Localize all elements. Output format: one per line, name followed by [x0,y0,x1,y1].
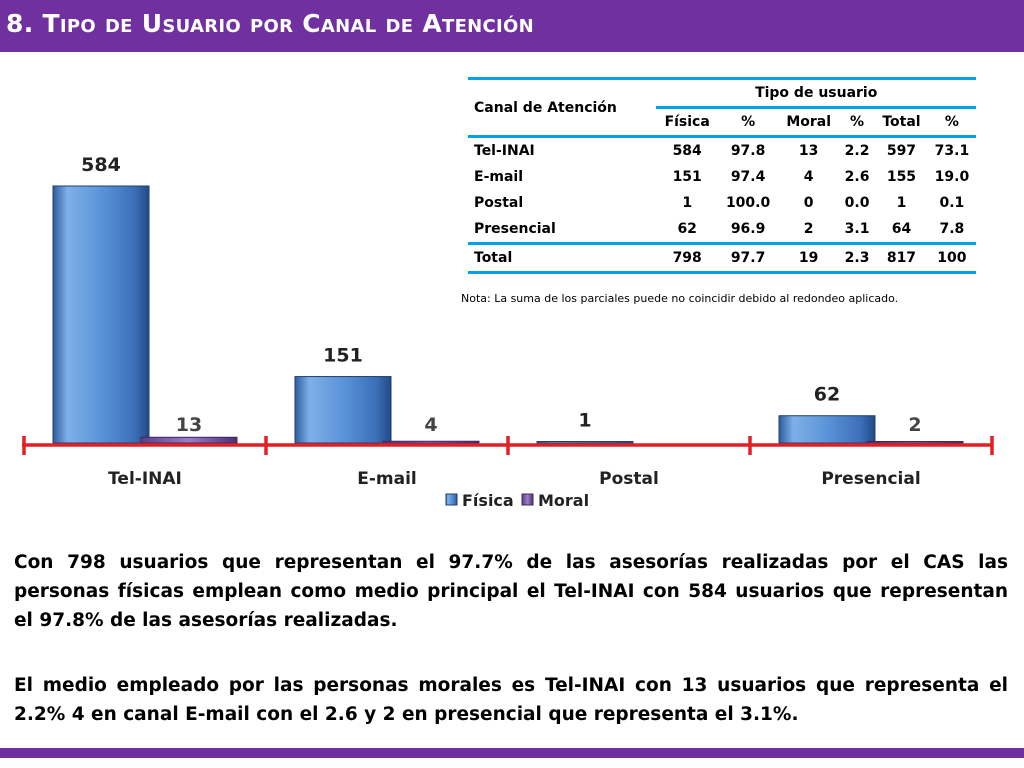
table-cell: 19.0 [934,169,970,185]
table-col-total-pct: % [927,106,976,137]
legend-label-fisica: Física [462,491,514,510]
page-title: 8. Tipo de Usuario por Canal de Atención [6,9,535,38]
table-row: Presencial 62 96.9 2 3.1 64 7.8 [468,216,976,244]
table-cell: 7.8 [939,221,965,237]
summary-paragraph-2: El medio empleado por las personas moral… [14,675,1008,725]
table-col-total: Total [875,106,928,137]
table-cell: 97.8 [730,143,766,159]
bar-moral-0 [140,436,238,444]
table-note: Nota: La suma de los parciales puede no … [461,292,899,305]
table-cell: 597 [886,143,917,159]
table-row: Postal 1 100.0 0 0.0 1 0.1 [468,190,976,216]
bar-fisica-1 [294,376,392,444]
table-cell: 96.9 [730,221,766,237]
table-cell: 73.1 [934,143,970,159]
table-total-row: Total 798 97.7 19 2.3 817 100 [468,243,976,273]
table-cell: 798 [672,250,702,266]
table-cell: 13 [798,143,819,159]
table-cell: 0.1 [939,195,965,211]
bar-chart: 58413Tel-INAI1514E-mail1Postal622Presenc… [22,154,994,510]
summary-paragraph-1: Con 798 usuarios que representan el 97.7… [14,552,1008,631]
table-header-tipo: Tipo de usuario [755,85,878,101]
bar-fisica-3 [778,415,876,444]
table-col-fisica-pct: % [717,106,779,137]
data-label-fisica-3: 62 [814,384,840,406]
data-label-fisica-1: 151 [323,345,363,367]
bar-fisica-0 [52,185,150,444]
table-cell: 97.7 [730,250,766,266]
table-col-fisica: Física [656,106,718,137]
table-cell: 817 [886,250,917,266]
legend-swatch-fisica [445,493,458,506]
table-cell: 0 [803,195,814,211]
table-header-row: Canal de Atención Tipo de usuario [468,78,976,116]
bar-fisica-2 [536,441,634,444]
table-cell: 151 [672,169,702,185]
category-label-3: Presencial [821,469,920,489]
header-bar: 8. Tipo de Usuario por Canal de Atención [0,0,1024,52]
table-cell: 64 [891,221,912,237]
table-row: E-mail 151 97.4 4 2.6 155 19.0 [468,164,976,190]
bar-moral-3 [866,441,964,444]
table-cell-canal: Total [474,250,513,266]
data-label-fisica-2: 1 [578,410,591,432]
table-cell-canal: E-mail [474,169,524,185]
data-table: Canal de Atención Tipo de usuario Física… [468,77,976,274]
table-cell: 0.0 [844,195,870,211]
table-cell: 2.3 [844,250,870,266]
table-cell: 1 [896,195,907,211]
table-cell: 584 [672,143,702,159]
category-label-1: E-mail [357,469,417,489]
table-cell-canal: Postal [474,195,524,211]
table-cell-canal: Presencial [474,221,556,237]
table-cell: 97.4 [730,169,766,185]
table-cell: 62 [677,221,697,237]
legend-label-moral: Moral [538,491,589,510]
data-label-moral-3: 2 [908,414,921,436]
table-cell: 100.0 [725,195,771,211]
table-row: Tel-INAI 584 97.8 13 2.2 597 73.1 [468,136,976,165]
bar-moral-1 [382,440,480,444]
table-cell-canal: Tel-INAI [474,143,535,159]
table-cell: 155 [886,169,917,185]
table-cell: 100 [937,250,967,266]
table-header-canal: Canal de Atención [474,99,617,116]
category-label-0: Tel-INAI [108,469,182,489]
table-col-moral-pct: % [839,106,876,137]
data-label-moral-1: 4 [424,414,437,436]
table-cell: 2.2 [844,143,870,159]
table-cell: 19 [798,250,819,266]
table-cell: 1 [682,195,693,211]
footer-bar [0,748,1024,758]
table-col-moral: Moral [778,106,840,137]
table-cell: 4 [803,169,814,185]
table-cell: 2.6 [844,169,870,185]
category-label-2: Postal [599,469,659,489]
table-cell: 2 [803,221,814,237]
table-cell: 3.1 [844,221,870,237]
data-label-moral-0: 13 [176,414,202,436]
data-label-fisica-0: 584 [81,154,121,176]
table-subheader-row: Física % Moral % Total % [468,106,976,137]
legend-swatch-moral [521,493,534,506]
